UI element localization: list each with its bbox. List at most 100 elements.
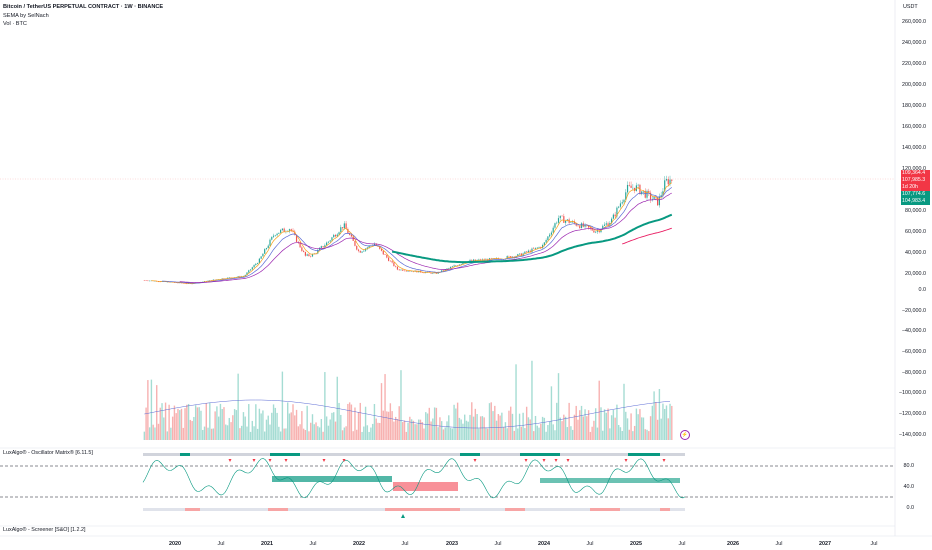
price-tick-label: 40,000.0: [905, 250, 926, 256]
volume-bar: [263, 431, 266, 440]
volume-bar: [333, 412, 335, 440]
candle-body: [379, 246, 381, 249]
volume-bar: [391, 411, 393, 440]
volume-bar: [294, 415, 296, 440]
volume-bar: [253, 426, 255, 440]
osc-flow-area-up: [272, 476, 392, 482]
volume-bar: [628, 429, 631, 440]
candle-body: [341, 227, 344, 229]
volume-bar: [239, 428, 241, 440]
candle-body: [641, 191, 643, 195]
volume-bar: [260, 413, 262, 440]
volume-bar: [633, 425, 636, 440]
volume-bar: [433, 407, 436, 440]
event-icon[interactable]: ⚡: [680, 430, 690, 440]
volume-bar: [265, 419, 268, 440]
volume-bar: [248, 404, 250, 440]
volume-bar: [274, 407, 277, 440]
candle-body: [506, 256, 508, 259]
candle-body: [625, 192, 627, 200]
volume-ma-line: [144, 399, 671, 429]
candle-body: [327, 241, 330, 243]
candle-body: [239, 276, 241, 278]
candle-body: [159, 281, 161, 283]
candle-body: [271, 236, 273, 240]
candle-body: [457, 265, 459, 266]
volume-bar: [235, 410, 238, 440]
candle-body: [649, 192, 652, 200]
screener-label[interactable]: LuxAlgo® - Screener [S&O] [1.2.2]: [3, 527, 86, 533]
candle-body: [545, 239, 547, 243]
volume-bar: [607, 408, 609, 440]
candle-body: [448, 268, 450, 269]
candle-body: [577, 225, 579, 227]
candle-body: [384, 254, 386, 255]
volume-bar: [285, 428, 287, 440]
volume-bar: [186, 404, 188, 440]
candle-body: [257, 263, 259, 264]
candle-body: [380, 248, 383, 251]
volume-bar: [440, 421, 443, 440]
sema-line: [151, 182, 672, 284]
sema-line: [622, 227, 672, 245]
volume-bar: [156, 385, 158, 440]
oscillator-label[interactable]: LuxAlgo® - Oscillator Matrix® [6.11.5]: [3, 450, 93, 456]
osc-signal-marker: [322, 459, 326, 462]
volume-bar: [244, 416, 246, 440]
candle-body: [580, 223, 583, 229]
volume-bar: [603, 409, 606, 440]
candle-body: [329, 240, 331, 242]
candle-body: [223, 278, 225, 279]
candle-body: [626, 184, 629, 193]
candle-body: [536, 247, 538, 249]
volume-bar: [402, 422, 404, 440]
volume-bar: [329, 419, 331, 440]
candle-body: [510, 256, 512, 258]
volume-bar: [458, 417, 461, 440]
candle-body: [391, 261, 393, 263]
volume-bar: [327, 425, 330, 440]
screener-strip-segment: [268, 508, 288, 511]
volume-bar: [513, 430, 515, 440]
candle-body: [623, 199, 625, 203]
volume-bar: [502, 427, 505, 440]
sema-line: [179, 192, 672, 283]
volume-bar: [522, 412, 524, 440]
candle-body: [621, 202, 623, 204]
osc-signal-marker: [284, 459, 288, 462]
candle-body: [149, 280, 151, 282]
volume-bar: [492, 411, 494, 440]
time-tick-label: Jul: [870, 541, 878, 547]
volume-bar: [209, 402, 211, 440]
candle-body: [575, 223, 577, 226]
volume-bar: [345, 426, 347, 440]
volume-bar: [396, 419, 399, 440]
volume-bar: [177, 408, 179, 440]
candle-body: [322, 246, 324, 248]
volume-bar: [198, 407, 200, 440]
candle-body: [352, 236, 354, 241]
sema-lines: [151, 182, 673, 284]
volume-bar: [589, 431, 592, 440]
time-tick-label: Jul: [401, 541, 409, 547]
volume-bar: [660, 418, 662, 440]
candle-body: [306, 254, 308, 256]
candle-body: [340, 227, 342, 233]
osc-top-strip-segment: [520, 453, 560, 456]
indicator-sema-label[interactable]: SEMA by SelNach: [3, 13, 49, 19]
volume-bar: [288, 413, 291, 440]
symbol-title[interactable]: Bitcoin / TetherUS PERPETUAL CONTRACT · …: [3, 4, 164, 10]
candle-body: [248, 270, 250, 273]
candle-body: [274, 235, 276, 236]
volume-bar: [221, 409, 223, 440]
candle-body: [209, 280, 211, 281]
candle-body: [145, 280, 147, 281]
time-tick-label: Jul: [775, 541, 783, 547]
osc-flow-area-up: [540, 478, 680, 483]
candle-body: [550, 232, 553, 235]
volume-bar: [497, 414, 500, 440]
volume-bar: [571, 429, 574, 440]
candle-body: [182, 283, 184, 284]
indicator-volume-label[interactable]: Vol · BTC: [3, 21, 27, 27]
